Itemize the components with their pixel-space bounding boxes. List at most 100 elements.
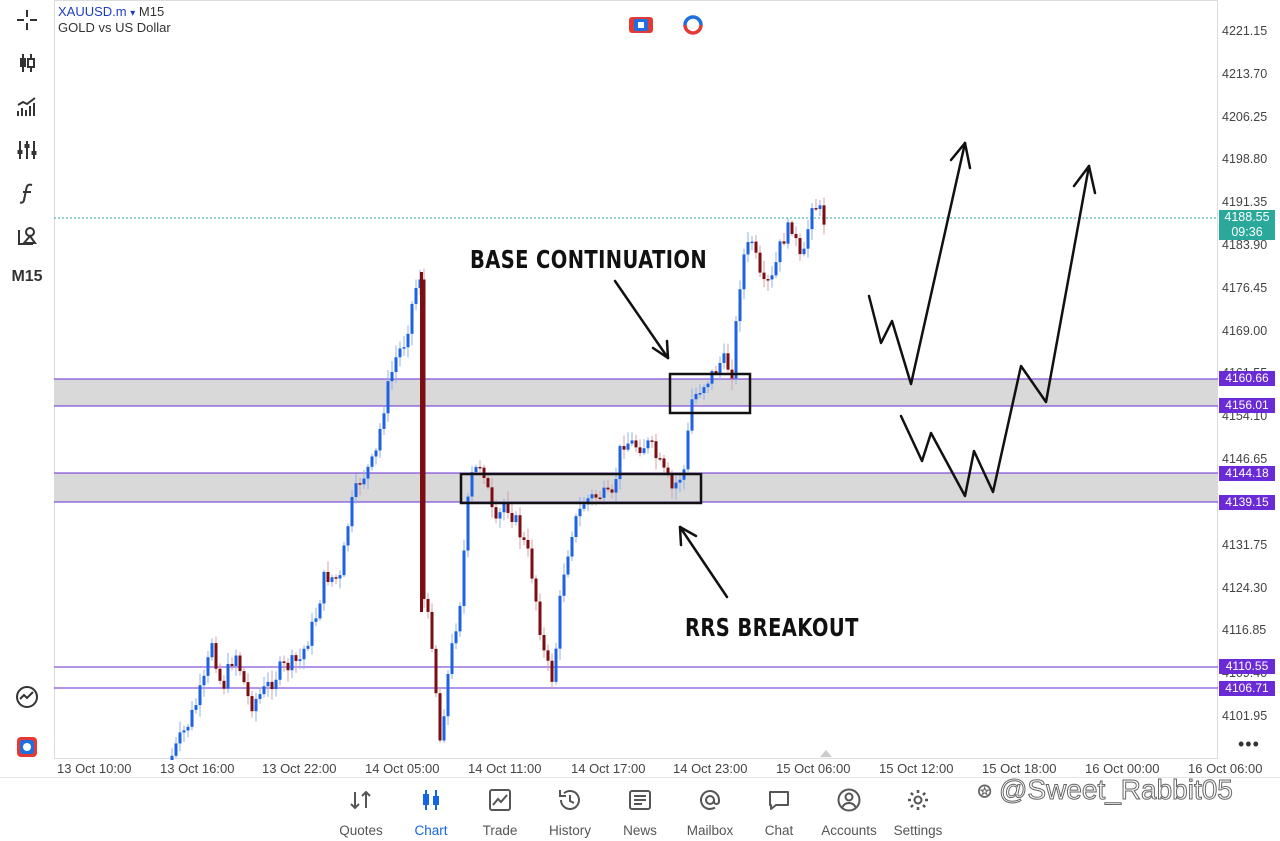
candle-body — [626, 443, 630, 450]
trade-icon — [465, 786, 535, 814]
candle-body — [262, 686, 266, 695]
candle-body — [450, 643, 454, 675]
continuation-box — [668, 372, 752, 415]
timeframe-button[interactable]: M15 — [11, 268, 43, 285]
symbol-dropdown-icon[interactable]: ▾ — [130, 8, 136, 19]
candle-body — [738, 289, 742, 322]
candle-body — [366, 466, 370, 479]
candle-body — [358, 483, 362, 485]
candle-body — [526, 539, 530, 549]
candle-body — [702, 387, 706, 394]
candle-body — [546, 650, 550, 661]
candle-body — [698, 393, 702, 395]
nav-label: Chart — [414, 823, 448, 838]
candle-body — [214, 643, 218, 669]
watermark: ⍟ @Sweet_Rabbit05 — [977, 774, 1233, 806]
candle-body — [406, 333, 410, 348]
projection-arrowhead-1 — [949, 141, 972, 170]
nav-news[interactable]: News — [605, 786, 675, 838]
symbol-description: GOLD vs US Dollar — [58, 20, 171, 35]
candle-body — [794, 233, 798, 239]
candle-body — [658, 458, 662, 460]
function-icon[interactable] — [8, 176, 46, 210]
nav-settings[interactable]: Settings — [883, 786, 953, 838]
candle-body — [646, 440, 650, 449]
price-tick: 4206.25 — [1222, 110, 1268, 124]
candle-body — [218, 668, 222, 681]
price-tick: 4124.30 — [1222, 581, 1268, 595]
chart-area[interactable] — [54, 0, 1280, 777]
trade-panel-icon[interactable] — [629, 15, 653, 40]
candle-body — [278, 661, 282, 680]
watermark-text: @Sweet_Rabbit05 — [998, 774, 1233, 806]
candle-body — [420, 272, 423, 612]
candle-body — [814, 208, 818, 210]
nav-accounts[interactable]: Accounts — [814, 786, 884, 838]
bar-countdown: 09:36 — [1231, 225, 1263, 239]
nav-quotes[interactable]: Quotes — [326, 786, 396, 838]
candle-body — [722, 353, 726, 363]
candle-body — [318, 603, 322, 619]
candle-body — [210, 643, 214, 658]
objects-icon[interactable] — [8, 219, 46, 253]
price-tick: 4213.70 — [1222, 67, 1268, 81]
nav-label: Mailbox — [686, 823, 734, 838]
nav-trade[interactable]: Trade — [465, 786, 535, 838]
candlestick-icon[interactable] — [8, 46, 46, 80]
symbol-name[interactable]: XAUUSD.m — [58, 4, 127, 19]
chart-shift-icon[interactable] — [820, 750, 832, 757]
candle-body — [610, 489, 614, 493]
quotes-icon — [326, 786, 396, 814]
candle-body — [430, 611, 434, 649]
symbol-timeframe: M15 — [138, 4, 165, 19]
candle-body — [574, 516, 578, 537]
price-chart[interactable] — [54, 0, 1280, 777]
candle-body — [618, 446, 622, 480]
candle-body — [602, 487, 606, 498]
resistance-zone-upper — [54, 379, 1218, 406]
settings-sliders-icon[interactable] — [8, 133, 46, 167]
crosshair-icon[interactable] — [8, 3, 46, 37]
nav-chart[interactable]: Chart — [396, 786, 466, 838]
more-options-icon[interactable]: ••• — [1238, 734, 1260, 754]
candle-body — [442, 716, 446, 741]
time-tick: 13 Oct 16:00 — [160, 761, 235, 776]
level-badge: 4110.55 — [1219, 659, 1275, 674]
candle-body — [446, 674, 450, 717]
level-badge: 4106.71 — [1219, 681, 1275, 696]
candle-body — [802, 248, 806, 255]
candle-body — [398, 348, 402, 358]
candle-body — [762, 272, 766, 280]
nav-label: News — [623, 823, 657, 838]
candle-body — [354, 483, 358, 497]
candle-body — [310, 621, 314, 646]
indicators-icon[interactable] — [8, 90, 46, 124]
candle-body — [686, 430, 690, 470]
candle-body — [726, 353, 730, 370]
candle-body — [598, 497, 602, 500]
candle-body — [378, 428, 382, 451]
candle-body — [798, 238, 802, 255]
one-click-trading-icon[interactable] — [8, 730, 46, 764]
candle-body — [578, 508, 582, 517]
candle-body — [494, 507, 498, 519]
nav-label: History — [548, 823, 591, 838]
nav-chat[interactable]: Chat — [744, 786, 814, 838]
price-tick: 4146.65 — [1222, 452, 1268, 466]
candle-body — [498, 512, 502, 519]
news-icon — [605, 786, 675, 814]
candle-body — [182, 730, 186, 733]
candle-body — [458, 605, 462, 632]
candle-body — [518, 515, 522, 538]
candle-body — [570, 536, 574, 557]
nav-history[interactable]: History — [535, 786, 605, 838]
symbol-title[interactable]: XAUUSD.m ▾ M15 — [58, 4, 164, 19]
candle-body — [810, 208, 814, 230]
candle-body — [746, 242, 750, 255]
candle-body — [302, 648, 306, 660]
candle-body — [522, 537, 526, 540]
trading-signals-icon[interactable] — [8, 680, 46, 714]
nav-mailbox[interactable]: Mailbox — [675, 786, 745, 838]
sync-icon[interactable] — [682, 14, 704, 41]
candle-body — [426, 598, 430, 612]
